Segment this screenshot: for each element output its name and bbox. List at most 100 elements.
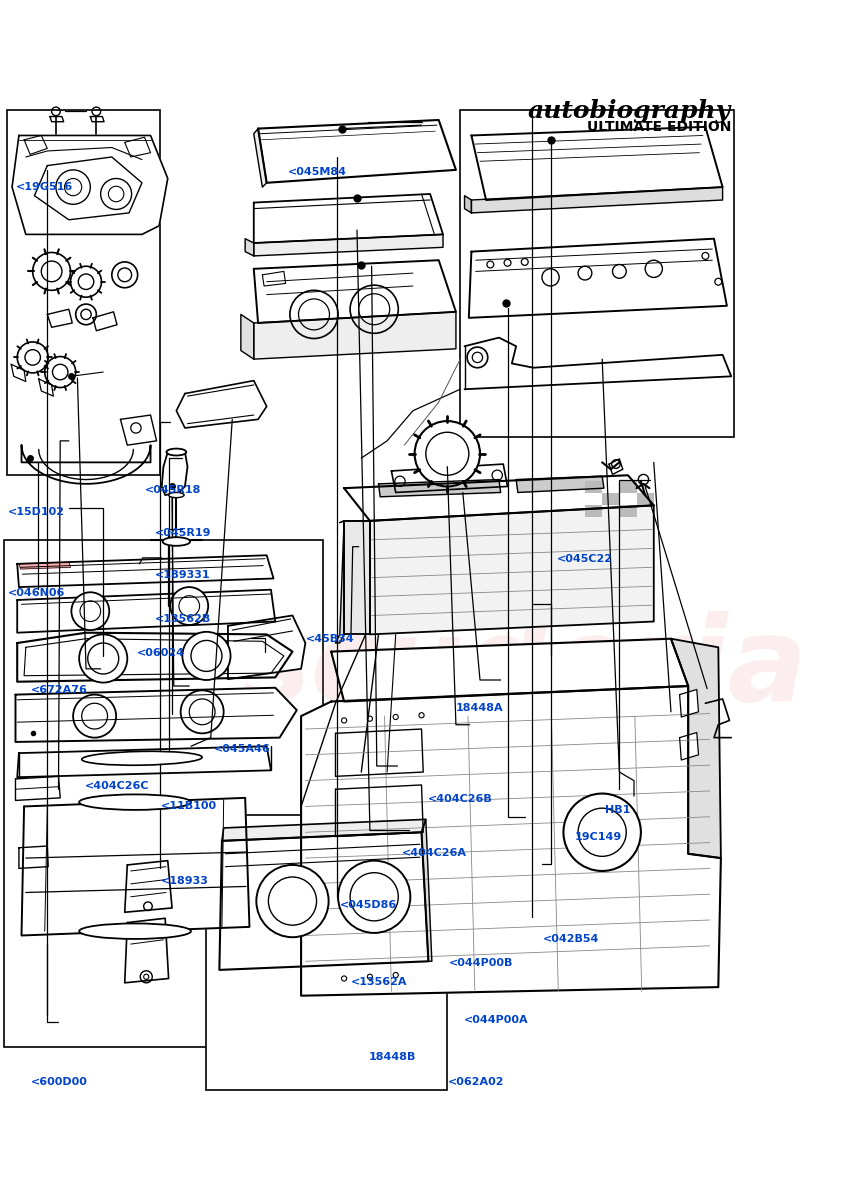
Text: scuderia: scuderia [241, 611, 808, 726]
Polygon shape [39, 379, 53, 396]
Polygon shape [124, 137, 150, 157]
Polygon shape [93, 312, 117, 331]
Text: <045C22: <045C22 [557, 553, 613, 564]
Polygon shape [254, 234, 443, 256]
Circle shape [171, 587, 208, 625]
Polygon shape [254, 128, 267, 187]
Circle shape [183, 632, 231, 680]
Bar [619, 505, 637, 517]
Polygon shape [335, 730, 423, 776]
Polygon shape [177, 380, 267, 428]
Polygon shape [124, 860, 172, 912]
Text: <404C26C: <404C26C [85, 781, 149, 791]
Polygon shape [391, 464, 508, 492]
Polygon shape [17, 632, 293, 682]
Text: <13562A: <13562A [351, 977, 407, 986]
Ellipse shape [166, 449, 186, 456]
Circle shape [73, 695, 116, 738]
Polygon shape [11, 365, 26, 382]
Ellipse shape [82, 751, 202, 766]
Polygon shape [464, 196, 471, 212]
Text: HB1: HB1 [605, 804, 631, 815]
Text: <045M84: <045M84 [287, 167, 347, 176]
Circle shape [71, 593, 109, 630]
Bar [4, 540, 323, 1048]
Polygon shape [90, 116, 104, 121]
Polygon shape [21, 798, 250, 936]
Polygon shape [19, 562, 70, 569]
Text: <672A76: <672A76 [31, 685, 88, 695]
Polygon shape [254, 260, 456, 323]
Ellipse shape [169, 492, 184, 498]
Polygon shape [12, 136, 168, 234]
Circle shape [181, 690, 224, 733]
Circle shape [414, 421, 480, 486]
Bar [585, 505, 602, 517]
Text: <11B100: <11B100 [161, 802, 217, 811]
Polygon shape [680, 732, 698, 760]
Polygon shape [15, 776, 60, 800]
Text: <404C26B: <404C26B [428, 794, 492, 804]
Text: ULTIMATE EDITION: ULTIMATE EDITION [587, 120, 731, 134]
Text: <189331: <189331 [155, 570, 210, 581]
Text: <045R19: <045R19 [155, 528, 211, 538]
Text: <45B34: <45B34 [306, 635, 355, 644]
Text: <045R18: <045R18 [145, 485, 201, 494]
Text: <15D102: <15D102 [8, 508, 64, 517]
Text: <045A46: <045A46 [214, 744, 271, 754]
Polygon shape [331, 638, 688, 702]
Polygon shape [370, 505, 654, 635]
Polygon shape [120, 415, 156, 445]
Polygon shape [47, 310, 72, 328]
Polygon shape [161, 452, 188, 496]
Polygon shape [222, 820, 426, 841]
Polygon shape [254, 312, 456, 359]
Ellipse shape [79, 794, 191, 810]
Text: 18448B: 18448B [369, 1052, 416, 1062]
Text: <042B54: <042B54 [542, 934, 599, 943]
Polygon shape [258, 120, 456, 182]
Polygon shape [680, 690, 698, 716]
Text: <13562B: <13562B [155, 613, 211, 624]
Bar [207, 815, 447, 1091]
Bar [637, 493, 654, 505]
Polygon shape [19, 846, 48, 869]
Ellipse shape [162, 538, 190, 546]
Circle shape [257, 865, 329, 937]
Polygon shape [471, 127, 722, 200]
Bar [602, 493, 619, 505]
Text: 18448A: 18448A [456, 703, 504, 713]
Text: 19C149: 19C149 [574, 833, 621, 842]
Polygon shape [50, 116, 63, 121]
Polygon shape [220, 833, 428, 970]
Text: <045D86: <045D86 [340, 900, 396, 910]
Text: <404C26A: <404C26A [402, 848, 468, 858]
Text: <18933: <18933 [161, 876, 208, 886]
Text: <06024: <06024 [136, 648, 184, 658]
Circle shape [564, 793, 641, 871]
Polygon shape [344, 475, 654, 521]
Polygon shape [609, 458, 623, 474]
Polygon shape [17, 746, 271, 778]
Text: autobiography: autobiography [528, 100, 731, 124]
Polygon shape [335, 785, 423, 836]
Polygon shape [301, 686, 721, 996]
Polygon shape [17, 556, 274, 587]
Polygon shape [254, 194, 443, 244]
Text: <062A02: <062A02 [448, 1078, 505, 1087]
Text: <046N06: <046N06 [8, 588, 64, 598]
Polygon shape [421, 820, 432, 961]
Polygon shape [17, 589, 275, 632]
Polygon shape [344, 521, 370, 635]
Text: <044P00A: <044P00A [463, 1015, 529, 1025]
Text: <19G516: <19G516 [16, 182, 74, 192]
Circle shape [79, 635, 127, 683]
Polygon shape [378, 480, 501, 497]
Ellipse shape [79, 924, 191, 938]
Polygon shape [671, 638, 721, 858]
Polygon shape [15, 688, 297, 742]
Polygon shape [517, 476, 604, 492]
Bar [460, 109, 734, 437]
Polygon shape [335, 521, 344, 643]
Polygon shape [241, 314, 254, 359]
